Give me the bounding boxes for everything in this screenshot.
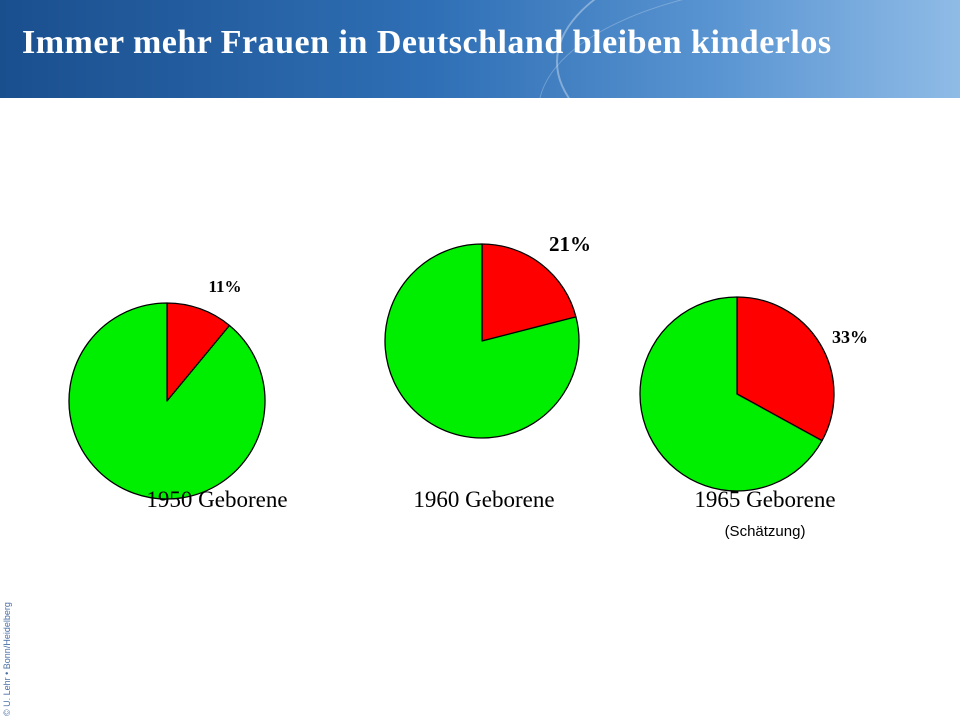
pie-chart-3: 33% xyxy=(639,296,868,492)
pie-category-label: 1960 Geborene xyxy=(413,487,554,512)
pie-slice-with-children xyxy=(384,243,580,439)
pie-data-label: 21% xyxy=(549,232,591,256)
title-banner: Immer mehr Frauen in Deutschland bleiben… xyxy=(0,0,960,98)
pie-data-label: 11% xyxy=(208,277,241,296)
pie-category-label: 1965 Geborene xyxy=(694,487,835,512)
pie-data-label: 33% xyxy=(832,327,868,347)
pie-slice-with-children xyxy=(68,302,266,500)
pie-slice-childless xyxy=(166,302,231,402)
pie-chart-2: 21% xyxy=(384,232,591,439)
pie-chart-1: 11% xyxy=(68,277,266,500)
pie-category-label: 1950 Geborene xyxy=(146,487,287,512)
pie-slice-childless xyxy=(481,243,577,342)
pie-slice-childless xyxy=(736,296,835,442)
pie-slice-with-children xyxy=(639,296,823,492)
banner-decoration xyxy=(556,0,960,98)
page-title: Immer mehr Frauen in Deutschland bleiben… xyxy=(22,24,832,61)
estimate-note: (Schätzung) xyxy=(725,523,806,540)
copyright-text: © U. Lehr • Bonn/Heidelberg xyxy=(2,602,12,716)
